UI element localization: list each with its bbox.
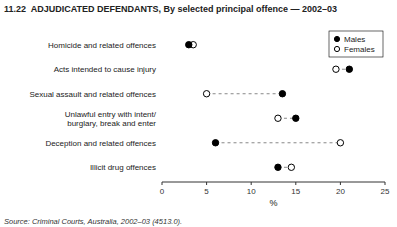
chart: 11.22 ADJUDICATED DEFENDANTS, By selecte… <box>0 0 397 227</box>
dot <box>288 164 294 170</box>
x-tick-label: 5 <box>204 187 209 196</box>
x-tick <box>340 182 341 185</box>
x-tick-label: 10 <box>247 187 256 196</box>
y-tick-label-line: Sexual assault and related offences <box>29 90 156 99</box>
y-tick-label: Deception and related offences <box>45 139 156 148</box>
x-tick-label: 0 <box>160 187 165 196</box>
y-tick-label: Sexual assault and related offences <box>29 90 156 99</box>
dot <box>293 115 299 121</box>
dot <box>186 42 192 48</box>
dot <box>337 140 343 146</box>
legend-frame <box>329 31 383 57</box>
x-tick-label: 15 <box>291 187 300 196</box>
dot <box>203 91 209 97</box>
y-tick-label-line: Acts intended to cause injury <box>54 65 156 74</box>
x-tick <box>385 182 386 185</box>
y-tick-label: Homicide and related offences <box>48 41 156 50</box>
dot <box>333 66 339 72</box>
x-tick <box>162 182 163 185</box>
dot <box>275 115 281 121</box>
y-tick-label-line: Homicide and related offences <box>48 41 156 50</box>
connector <box>216 142 341 143</box>
x-tick <box>251 182 252 185</box>
legend-marker <box>334 36 339 41</box>
legend: MalesFemales <box>329 31 383 57</box>
y-tick-label: Acts intended to cause injury <box>54 65 156 74</box>
dot <box>212 140 218 146</box>
y-tick-label: Illicit drug offences <box>90 163 156 172</box>
x-tick-label: 20 <box>336 187 345 196</box>
dot <box>346 66 352 72</box>
y-tick-label-line: Unlawful entry with intent/ <box>65 110 157 119</box>
dot <box>279 91 285 97</box>
y-tick-label-line: burglary, break and enter <box>67 119 156 128</box>
x-tick <box>295 182 296 185</box>
legend-label: Females <box>344 45 375 54</box>
y-tick-label: Unlawful entry with intent/burglary, bre… <box>65 110 157 128</box>
legend-label: Males <box>344 35 365 44</box>
x-axis-label: % <box>269 198 277 208</box>
y-tick-label-line: Deception and related offences <box>45 139 156 148</box>
x-tick-label: 25 <box>381 187 390 196</box>
y-tick-label-line: Illicit drug offences <box>90 163 156 172</box>
source-note: Source: Criminal Courts, Australia, 2002… <box>4 217 182 226</box>
legend-marker <box>334 46 339 51</box>
dot <box>275 164 281 170</box>
title: 11.22 ADJUDICATED DEFENDANTS, By selecte… <box>4 4 337 14</box>
x-tick <box>206 182 207 185</box>
connector <box>207 93 283 94</box>
x-axis <box>162 182 385 183</box>
plot-marks <box>186 42 353 171</box>
